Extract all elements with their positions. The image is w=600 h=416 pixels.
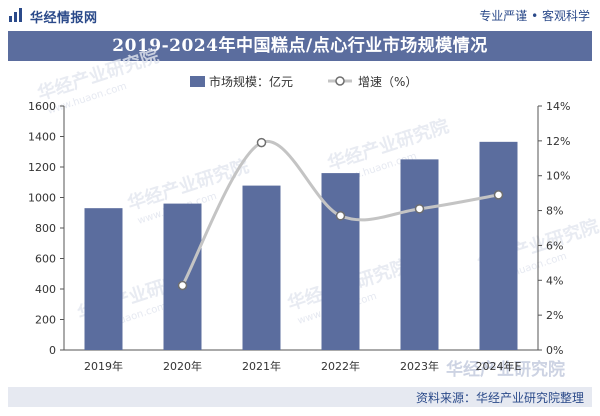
y-right-tick-label: 4%: [546, 274, 563, 287]
x-tick-label: 2021年: [242, 359, 281, 373]
y-right-tick-label: 8%: [546, 205, 563, 218]
footer-bar: [8, 387, 592, 407]
y-left-tick-label: 1600: [28, 100, 56, 113]
growth-line: [177, 137, 504, 291]
y-right-tick-label: 6%: [546, 239, 563, 252]
y-left-tick-label: 1000: [28, 192, 56, 205]
bar: [163, 203, 202, 350]
site-name: 华经情报网: [30, 11, 98, 26]
title-bar: 2019-2024年中国糕点/点心行业市场规模情况: [8, 31, 592, 61]
x-tick-label: 2019年: [84, 359, 123, 373]
x-tick-label: 2023年: [400, 359, 439, 373]
x-tick-label: 2020年: [163, 359, 202, 373]
bar: [242, 185, 281, 350]
bar: [84, 208, 123, 350]
y-right-tick-label: 0%: [546, 344, 563, 357]
bar: [321, 173, 360, 350]
header: 华经情报网 专业严谨 • 客观科学: [0, 0, 600, 30]
growth-point: [177, 280, 188, 291]
y-right-tick-label: 10%: [546, 170, 570, 183]
y-left-tick-label: 1200: [28, 161, 56, 174]
legend-swatch-marker: [335, 76, 345, 86]
y-right-tick-label: 12%: [546, 135, 570, 148]
legend-label-line: 增速（%）: [358, 75, 417, 89]
axes: 0 200 400 600 800 1000 1200 1400 1600 0% 2% 4% 6% 8% 1…: [28, 100, 570, 373]
y-right-tick-label: 14%: [546, 100, 570, 113]
growth-point: [256, 137, 267, 148]
logo-icon: [9, 8, 22, 22]
legend-swatch-bar: [190, 76, 205, 87]
watermark-text: 华经产业研究院: [446, 359, 565, 380]
y-right-tick-label: 2%: [546, 309, 563, 322]
legend-label-bar: 市场规模：亿元: [209, 74, 293, 89]
bars: [84, 141, 518, 350]
y-left-tick-label: 800: [35, 222, 56, 235]
source-note: 资料来源：华经产业研究院整理: [415, 391, 584, 405]
growth-line-path: [181, 139, 499, 287]
y-left-tick-label: 200: [35, 314, 56, 327]
bar: [479, 141, 518, 350]
growth-point: [414, 204, 425, 214]
chart-title: 2019-2024年中国糕点/点心行业市场规模情况: [112, 36, 488, 56]
slogan: 专业严谨 • 客观科学: [479, 9, 590, 23]
bar: [400, 159, 439, 350]
y-left-tick-label: 0: [49, 344, 56, 357]
growth-point: [335, 211, 346, 221]
x-tick-label: 2022年: [321, 359, 360, 373]
y-left-tick-label: 1400: [28, 131, 56, 144]
y-left-tick-label: 600: [35, 253, 56, 266]
y-left-tick-label: 400: [35, 283, 56, 296]
growth-point: [493, 190, 504, 200]
legend: 市场规模：亿元 增速（%）: [190, 74, 417, 89]
x-tick-label: 2024年E: [476, 359, 522, 373]
